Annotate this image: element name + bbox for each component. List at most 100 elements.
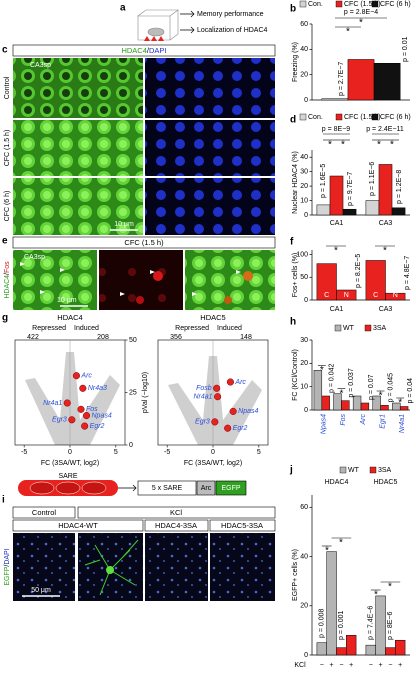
bar-label: C — [373, 292, 378, 299]
bar — [316, 263, 337, 301]
panel-letter: a — [120, 3, 126, 14]
point-label: Arc — [234, 379, 246, 386]
point — [226, 378, 234, 386]
point — [82, 412, 91, 420]
kcl-sign: + — [349, 662, 353, 669]
y-tick-label: 50 — [129, 337, 137, 344]
bar — [365, 260, 386, 301]
y-tick-label: 40 — [300, 553, 308, 560]
bar — [372, 395, 381, 411]
p-value: p = 2.4E−11 — [366, 126, 404, 133]
legend-swatch — [339, 466, 347, 474]
bar — [316, 642, 327, 656]
y-tick-label: 25 — [129, 389, 137, 396]
micrograph — [210, 533, 275, 601]
header-box — [12, 44, 276, 57]
legend-label: CFC (6 h) — [380, 1, 411, 8]
header: KCl — [170, 508, 182, 517]
y-axis-label: Freezing (%) — [292, 42, 299, 82]
x-tick-label: Arc — [360, 414, 367, 426]
significance: * — [377, 140, 381, 151]
bar — [342, 208, 357, 216]
arrowheads — [20, 262, 241, 296]
header: HDAC4/DAPI — [121, 46, 166, 55]
significance: * — [388, 582, 392, 593]
scale-label: 10 μm — [114, 221, 134, 228]
micrograph — [13, 250, 97, 310]
micrograph — [145, 58, 275, 118]
gene-cloud — [25, 352, 120, 445]
legend-swatch — [334, 324, 342, 332]
significance: * — [320, 365, 324, 376]
reporter-label: Arc — [201, 485, 212, 492]
header: CFC (1.5 h) — [124, 238, 164, 247]
y-axis-label: Fos+ cells (%) — [292, 253, 299, 298]
header: HDAC4-3SA — [155, 521, 197, 530]
group-label: HDAC4 — [325, 479, 349, 486]
panel-letter: e — [2, 236, 8, 247]
fos-cell — [136, 296, 144, 304]
scale-label: 50 μm — [31, 587, 51, 594]
fos-cell — [153, 271, 163, 281]
y-tick-label: 10 — [300, 384, 308, 391]
y-tick-label: 0 — [304, 97, 308, 104]
x-tick-label: CA3 — [379, 306, 393, 313]
count: 208 — [97, 334, 109, 341]
bar — [321, 395, 330, 411]
x-tick-label: -5 — [21, 449, 27, 456]
y-axis-label: pVal (−log10) — [142, 372, 149, 413]
bar — [378, 164, 393, 216]
significance: * — [383, 246, 387, 257]
legend-label: WT — [343, 325, 355, 332]
x-tick-label: -5 — [164, 449, 170, 456]
micrograph — [145, 533, 208, 601]
kcl-sign: − — [388, 662, 392, 669]
bar — [341, 400, 350, 411]
neuron — [106, 566, 114, 574]
panel-letter: d — [290, 115, 296, 126]
point-label: Npas4 — [238, 408, 258, 415]
kcl-sign: − — [369, 662, 373, 669]
micrograph — [13, 533, 75, 601]
legend-swatch — [335, 0, 343, 8]
bar — [375, 595, 386, 656]
p-value: p = 0.037 — [348, 368, 355, 397]
count: 422 — [27, 334, 39, 341]
legend-swatch — [299, 113, 307, 121]
point — [213, 384, 221, 392]
box — [137, 480, 197, 496]
x-tick-label: 0 — [211, 449, 215, 456]
x-tick-label: Egr1 — [379, 414, 386, 429]
kcl-sign: − — [320, 662, 324, 669]
legend-label: 3SA — [373, 325, 387, 332]
y-tick-label: 0 — [304, 212, 308, 219]
y-tick-label: 30 — [300, 169, 308, 176]
bar — [321, 98, 349, 101]
p-value: p = 8E−6 — [387, 611, 394, 640]
count: 356 — [170, 334, 182, 341]
point-label: Nr4a1 — [43, 400, 62, 407]
point-label: Egr2 — [90, 423, 105, 430]
y-tick-label: 20 — [300, 72, 308, 79]
kcl-label: KCl — [294, 662, 306, 669]
point-label: Nr4a1 — [194, 394, 213, 401]
point — [214, 393, 222, 401]
kcl-sign: + — [398, 662, 402, 669]
bar — [380, 405, 389, 411]
legend-swatch — [369, 466, 377, 474]
y-tick-label: 60 — [300, 504, 308, 511]
bar — [316, 204, 331, 216]
bar-label: C — [324, 292, 329, 299]
box — [196, 480, 216, 496]
shock-icons — [144, 36, 164, 41]
x-tick-label: CA1 — [330, 220, 344, 227]
site — [55, 481, 81, 495]
x-tick-label: 0 — [68, 449, 72, 456]
kcl-sign: − — [339, 662, 343, 669]
y-tick-label: 0 — [304, 297, 308, 304]
p-value: p = 1.6E−5 — [320, 164, 327, 198]
count: 148 — [240, 334, 252, 341]
point-label: Arc — [80, 373, 92, 380]
gene-cloud — [168, 356, 262, 445]
micrograph — [13, 178, 143, 235]
